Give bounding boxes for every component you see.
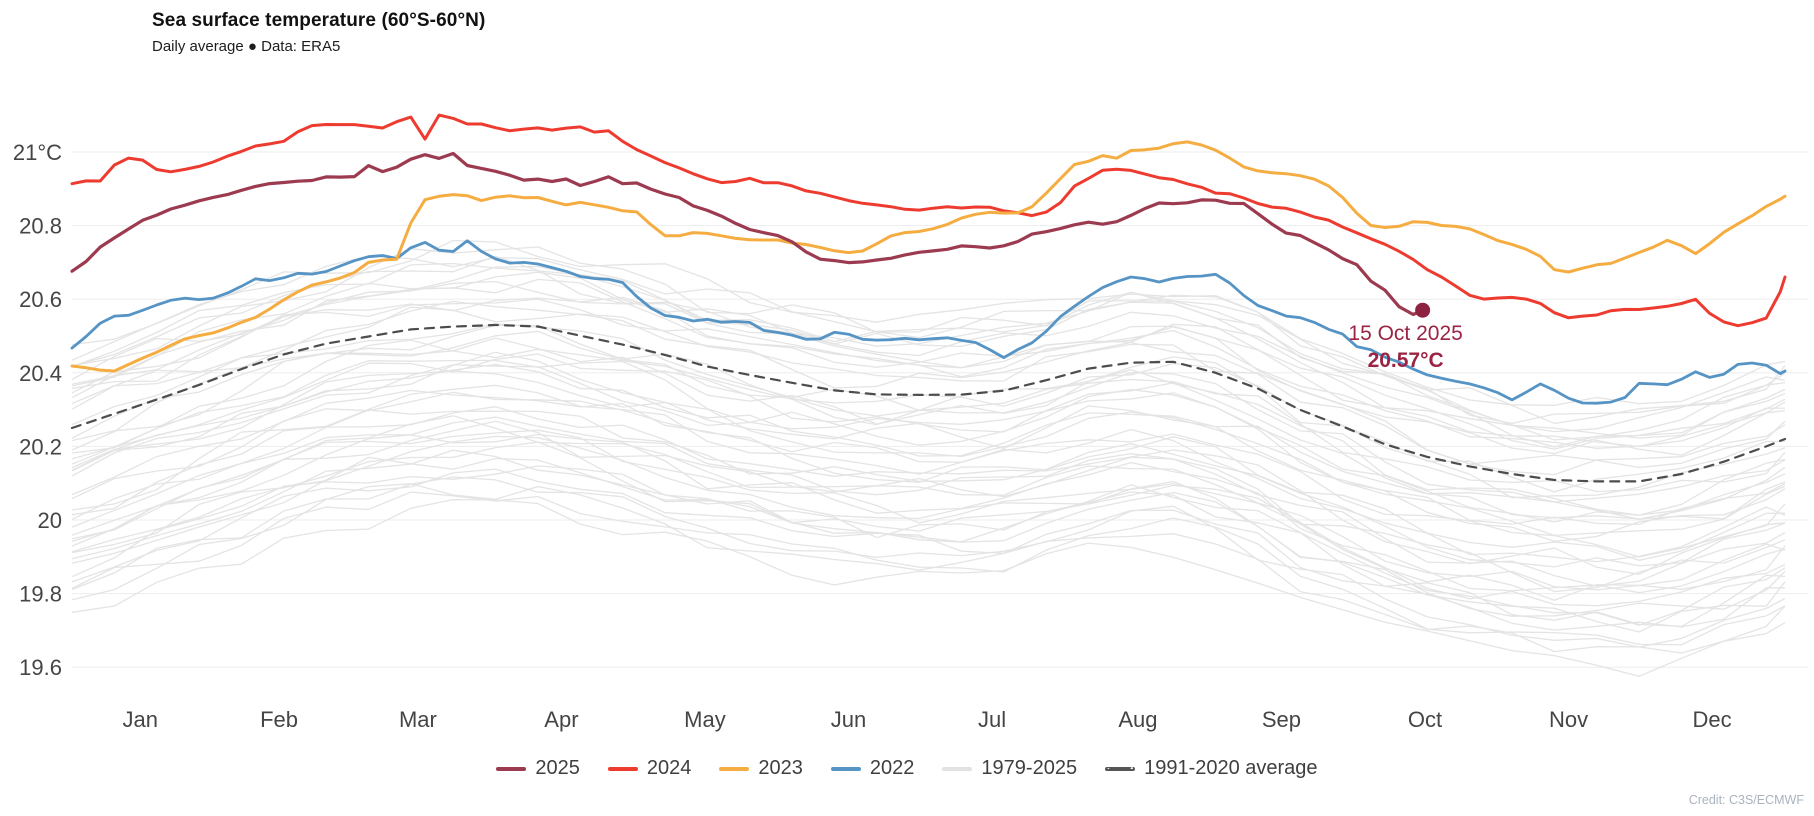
- legend-label-average: 1991-2020 average: [1144, 757, 1318, 779]
- x-tick-Jun: Jun: [831, 707, 866, 732]
- legend-item-ensemble[interactable]: 1979-2025: [942, 757, 1077, 780]
- legend-label-2024: 2024: [646, 757, 692, 779]
- y-tick-20.6: 20.6: [19, 287, 62, 312]
- ensemble-line: [71, 420, 1786, 591]
- y-tick-19.8: 19.8: [19, 582, 62, 607]
- ensemble-line: [71, 483, 1786, 654]
- ensemble-line: [71, 476, 1786, 648]
- legend-label-2023: 2023: [758, 757, 803, 779]
- y-tick-21°C: 21°C: [13, 140, 62, 165]
- ensemble-line: [71, 322, 1786, 493]
- series-2023-line[interactable]: [70, 140, 1787, 373]
- series-2022-line[interactable]: [70, 239, 1787, 405]
- ensemble-line: [71, 337, 1786, 516]
- x-tick-Mar: Mar: [399, 707, 437, 732]
- y-tick-20.8: 20.8: [19, 214, 62, 239]
- series-2025-line[interactable]: [70, 151, 1425, 317]
- ensemble-line: [71, 296, 1785, 449]
- x-tick-Aug: Aug: [1118, 707, 1157, 732]
- ensemble-line: [71, 384, 1786, 561]
- ensemble-line: [71, 278, 1786, 448]
- x-tick-Sep: Sep: [1262, 707, 1301, 732]
- y-tick-20.2: 20.2: [19, 434, 62, 459]
- ensemble-line: [71, 449, 1786, 626]
- ensemble-line: [71, 330, 1786, 493]
- ensemble-line: [71, 433, 1786, 594]
- x-tick-Dec: Dec: [1692, 707, 1731, 732]
- ensemble-line: [71, 306, 1786, 469]
- y-tick-20.4: 20.4: [19, 361, 62, 386]
- ensemble-line: [71, 465, 1786, 633]
- ensemble-line: [71, 271, 1786, 448]
- ensemble-line: [71, 370, 1786, 537]
- chart-subtitle: Daily average ● Data: ERA5: [152, 38, 341, 55]
- legend-item-2022[interactable]: 2022: [830, 757, 915, 780]
- ensemble-line: [71, 246, 1786, 425]
- legend-swatch-2025: [496, 766, 527, 771]
- x-tick-Apr: Apr: [544, 707, 578, 732]
- legend-swatch-2024: [607, 766, 638, 771]
- x-tick-May: May: [684, 707, 726, 732]
- series-2024-line[interactable]: [70, 113, 1787, 328]
- ensemble-line: [71, 359, 1786, 523]
- chart-title: Sea surface temperature (60°S-60°N): [152, 10, 486, 31]
- legend-swatch-average: [1105, 766, 1136, 771]
- ensemble-line: [71, 406, 1786, 575]
- latest-value-dot[interactable]: [1415, 302, 1431, 318]
- ensemble-line: [71, 389, 1786, 558]
- y-tick-19.6: 19.6: [19, 655, 62, 680]
- legend-swatch-ensemble: [942, 766, 973, 771]
- series-1991-2020-average-line[interactable]: [70, 323, 1787, 483]
- ensemble-line: [71, 262, 1786, 433]
- ensemble-line: [71, 280, 1786, 450]
- ensemble-line: [71, 491, 1786, 646]
- legend-swatch-2022: [830, 766, 861, 771]
- legend: 2025 2024 2023 2022 1979-2025 1991-2020 …: [0, 757, 1814, 780]
- ensemble-line: [71, 468, 1785, 631]
- x-tick-Jul: Jul: [978, 707, 1006, 732]
- ensemble-line: [71, 239, 1786, 406]
- ensemble-line: [71, 415, 1786, 593]
- ensemble-line: [71, 300, 1786, 476]
- x-tick-Feb: Feb: [260, 707, 298, 732]
- ensemble-line: [71, 391, 1786, 563]
- legend-item-2025[interactable]: 2025: [496, 757, 580, 780]
- y-tick-20: 20: [38, 508, 62, 533]
- x-tick-Oct: Oct: [1408, 707, 1442, 732]
- x-tick-Nov: Nov: [1549, 707, 1588, 732]
- ensemble-line: [71, 409, 1786, 568]
- legend-label-2025: 2025: [535, 757, 580, 779]
- legend-label-ensemble: 1979-2025: [981, 757, 1078, 779]
- chart-header: Sea surface temperature (60°S-60°N) Dail…: [152, 10, 485, 55]
- ensemble-line: [71, 363, 1786, 543]
- credit-text: Credit: C3S/ECMWF: [1688, 793, 1804, 807]
- ensemble-line: [71, 298, 1786, 456]
- ensemble-line: [71, 324, 1786, 499]
- ensemble-line: [71, 364, 1786, 525]
- ensemble-line: [71, 339, 1786, 503]
- legend-label-2022: 2022: [869, 757, 915, 779]
- legend-item-2024[interactable]: 2024: [607, 757, 692, 780]
- x-tick-Jan: Jan: [122, 707, 157, 732]
- legend-swatch-2023: [719, 766, 750, 771]
- legend-item-2023[interactable]: 2023: [719, 757, 803, 780]
- ensemble-line: [71, 498, 1786, 677]
- legend-item-average[interactable]: 1991-2020 average: [1105, 757, 1318, 780]
